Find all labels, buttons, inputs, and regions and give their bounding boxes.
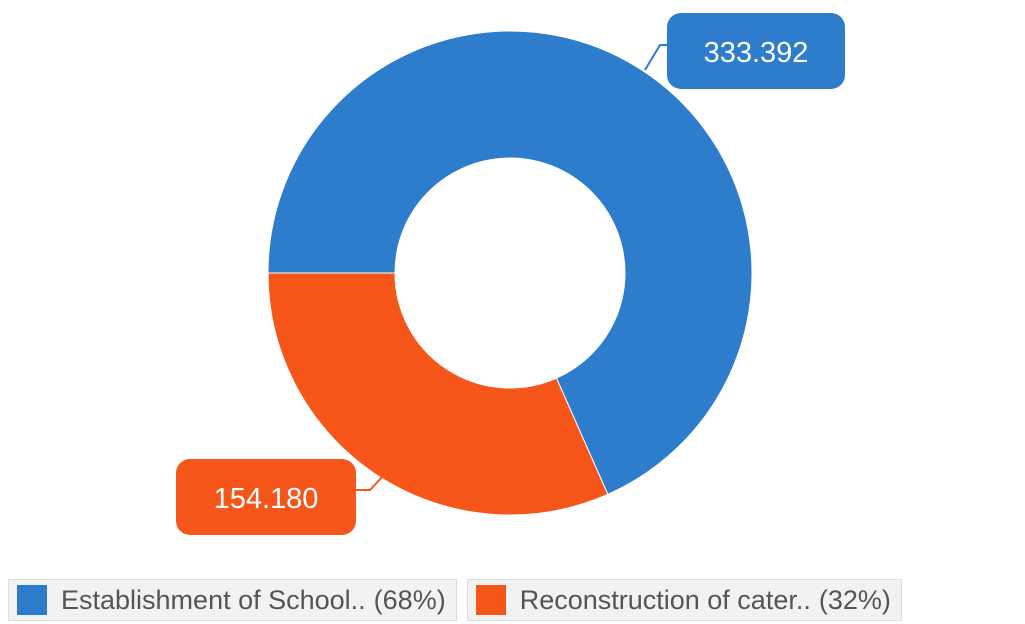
legend-percent-reconstruction: (32%) [818, 584, 891, 615]
callout-establishment: 333.392 [644, 13, 845, 89]
callout-reconstruction: 154.180 [176, 459, 384, 535]
data-label-establishment: 333.392 [704, 37, 809, 69]
callout-connector-reconstruction [355, 475, 384, 491]
legend-percent-establishment: (68%) [373, 584, 446, 615]
callout-box-reconstruction [176, 459, 356, 535]
legend-swatch-establishment [17, 585, 47, 615]
callout-box-establishment [667, 13, 845, 89]
donut-chart: 333.392 154.180 [176, 13, 845, 535]
legend-item-reconstruction[interactable]: Reconstruction of cater.. (32%) [466, 579, 902, 621]
legend-label-establishment: Establishment of School.. [61, 584, 366, 615]
legend-item-establishment[interactable]: Establishment of School.. (68%) [8, 579, 457, 621]
chart-legend: Establishment of School.. (68%) Reconstr… [8, 579, 902, 621]
legend-swatch-reconstruction [475, 585, 506, 615]
chart-callouts: 333.392 154.180 [176, 13, 845, 535]
chart-slices [267, 30, 753, 516]
data-label-reconstruction: 154.180 [214, 483, 319, 515]
donut-slice-reconstruction[interactable] [267, 272, 609, 516]
donut-slice-establishment[interactable] [267, 30, 753, 496]
legend-label-reconstruction: Reconstruction of cater.. [519, 584, 811, 615]
